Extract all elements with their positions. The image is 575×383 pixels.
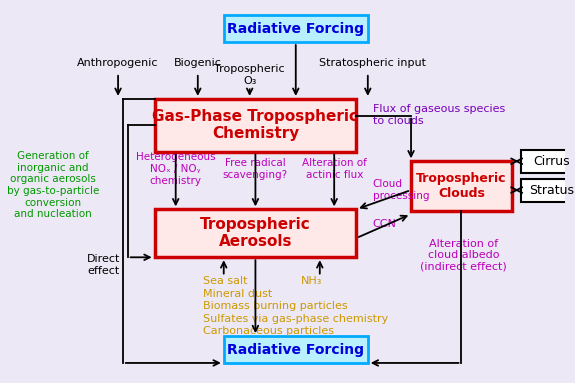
Text: Mineral dust: Mineral dust (202, 289, 272, 299)
Text: Biogenic: Biogenic (174, 58, 222, 68)
Text: Free radical
scavenging?: Free radical scavenging? (223, 158, 288, 180)
Text: CCN: CCN (373, 219, 397, 229)
Text: Tropospheric
Aerosols: Tropospheric Aerosols (200, 217, 311, 249)
Text: Tropospheric
Clouds: Tropospheric Clouds (416, 172, 507, 200)
Bar (522, 150, 575, 173)
Bar (155, 99, 356, 152)
Text: Alteration of
actinic flux: Alteration of actinic flux (302, 158, 367, 180)
Bar (411, 161, 512, 211)
Text: Biomass burning particles: Biomass burning particles (202, 301, 347, 311)
Text: Gas-Phase Tropospheric
Chemistry: Gas-Phase Tropospheric Chemistry (152, 109, 358, 141)
Text: Stratus: Stratus (529, 183, 574, 196)
Text: Sulfates via gas-phase chemistry: Sulfates via gas-phase chemistry (202, 314, 388, 324)
Text: Alteration of
cloud albedo
(indirect effect): Alteration of cloud albedo (indirect eff… (420, 239, 507, 272)
Bar (224, 336, 368, 363)
Text: Heterogeneous
NOₓ / NOᵧ
chemistry: Heterogeneous NOₓ / NOᵧ chemistry (136, 152, 216, 185)
Text: Flux of gaseous species
to clouds: Flux of gaseous species to clouds (373, 104, 505, 126)
Text: Radiative Forcing: Radiative Forcing (227, 22, 365, 36)
Text: Generation of
inorganic and
organic aerosols
by gas-to-particle
conversion
and n: Generation of inorganic and organic aero… (6, 151, 99, 219)
Text: Cloud
processing: Cloud processing (373, 179, 429, 201)
Text: NH₃: NH₃ (301, 276, 322, 286)
Bar (522, 178, 575, 201)
Bar (224, 15, 368, 42)
Text: Cirrus: Cirrus (533, 155, 570, 168)
Text: Radiative Forcing: Radiative Forcing (227, 342, 365, 357)
Text: Carbonaceous particles: Carbonaceous particles (202, 326, 334, 336)
Text: Sea salt: Sea salt (202, 276, 247, 286)
Bar (155, 209, 356, 257)
Text: Tropospheric: Tropospheric (214, 64, 285, 74)
Text: Direct
effect: Direct effect (87, 254, 120, 276)
Text: Stratospheric input: Stratospheric input (319, 58, 426, 68)
Text: Anthropogenic: Anthropogenic (77, 58, 159, 68)
Text: O₃: O₃ (243, 75, 256, 85)
